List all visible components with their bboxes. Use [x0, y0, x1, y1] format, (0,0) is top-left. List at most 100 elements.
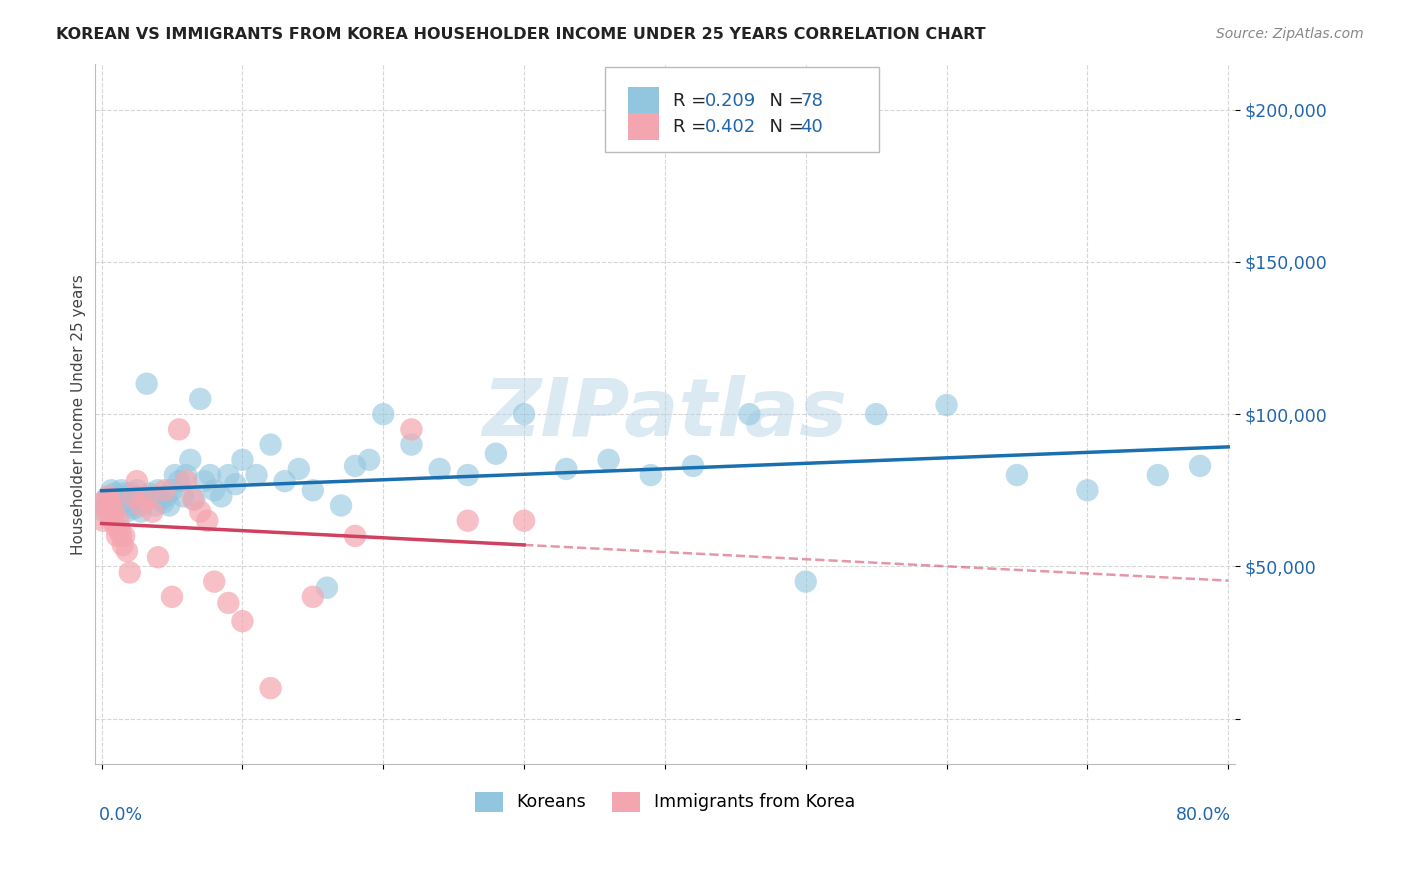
Point — [316, 581, 339, 595]
Text: R =: R = — [673, 118, 713, 136]
Point — [640, 468, 662, 483]
Point — [97, 489, 120, 503]
Point — [132, 492, 155, 507]
Point — [202, 574, 225, 589]
Point — [94, 492, 117, 507]
Point — [120, 486, 142, 500]
Point — [457, 468, 479, 483]
Point — [103, 505, 125, 519]
Point — [738, 407, 761, 421]
Point — [359, 453, 381, 467]
Point — [935, 398, 957, 412]
Point — [98, 492, 121, 507]
Point — [188, 505, 211, 519]
Point — [183, 492, 205, 507]
Point — [513, 407, 536, 421]
Point — [682, 458, 704, 473]
Point — [865, 407, 887, 421]
Point — [401, 437, 423, 451]
Point — [401, 422, 423, 436]
Point — [174, 468, 197, 483]
Point — [114, 495, 136, 509]
Point — [287, 462, 309, 476]
Point — [96, 505, 118, 519]
Point — [231, 614, 253, 628]
Point — [217, 468, 239, 483]
Point — [181, 492, 204, 507]
Point — [104, 492, 127, 507]
Point — [172, 489, 194, 503]
Point — [149, 492, 172, 507]
Point — [97, 489, 120, 503]
Point — [193, 474, 215, 488]
Point — [124, 489, 146, 503]
Point — [125, 474, 148, 488]
Point — [513, 514, 536, 528]
Point — [179, 453, 201, 467]
Y-axis label: Householder Income Under 25 years: Householder Income Under 25 years — [72, 274, 86, 555]
Text: 0.402: 0.402 — [704, 118, 755, 136]
Point — [160, 590, 183, 604]
Point — [115, 544, 138, 558]
Point — [118, 566, 141, 580]
Point — [259, 437, 281, 451]
Point — [174, 474, 197, 488]
Point — [302, 483, 325, 498]
Point — [101, 501, 124, 516]
Point — [94, 492, 117, 507]
Point — [141, 505, 163, 519]
Point — [110, 529, 132, 543]
Point — [108, 495, 131, 509]
Point — [135, 376, 157, 391]
Point — [93, 499, 115, 513]
Point — [104, 520, 127, 534]
Point — [167, 474, 190, 488]
Point — [146, 483, 169, 498]
Point — [143, 499, 166, 513]
Point — [555, 462, 578, 476]
Point — [157, 499, 180, 513]
Text: N =: N = — [758, 92, 810, 110]
Point — [1146, 468, 1168, 483]
Point — [344, 458, 367, 473]
Point — [129, 505, 152, 519]
Point — [202, 483, 225, 498]
Point — [129, 499, 152, 513]
Point — [115, 505, 138, 519]
Text: ZIPatlas: ZIPatlas — [482, 376, 848, 453]
Point — [112, 486, 135, 500]
Point — [135, 492, 157, 507]
Point — [91, 514, 114, 528]
Point — [111, 492, 134, 507]
Point — [198, 468, 221, 483]
Point — [117, 489, 139, 503]
Point — [112, 529, 135, 543]
Point — [152, 495, 174, 509]
Point — [373, 407, 395, 421]
Point — [1076, 483, 1098, 498]
Text: 0.209: 0.209 — [704, 92, 755, 110]
Point — [1189, 458, 1212, 473]
Point — [167, 422, 190, 436]
Point — [330, 499, 353, 513]
Point — [100, 499, 122, 513]
Point — [1005, 468, 1028, 483]
Point — [457, 514, 479, 528]
Text: KOREAN VS IMMIGRANTS FROM KOREA HOUSEHOLDER INCOME UNDER 25 YEARS CORRELATION CH: KOREAN VS IMMIGRANTS FROM KOREA HOUSEHOL… — [56, 27, 986, 42]
Legend: Koreans, Immigrants from Korea: Koreans, Immigrants from Korea — [468, 785, 862, 819]
Text: Source: ZipAtlas.com: Source: ZipAtlas.com — [1216, 27, 1364, 41]
Point — [429, 462, 451, 476]
Point — [108, 523, 131, 537]
Text: N =: N = — [758, 118, 810, 136]
Point — [302, 590, 325, 604]
Point — [217, 596, 239, 610]
Point — [141, 489, 163, 503]
Point — [794, 574, 817, 589]
Point — [209, 489, 232, 503]
Point — [195, 514, 218, 528]
Point — [98, 495, 121, 509]
Point — [224, 477, 246, 491]
Point — [188, 392, 211, 406]
Point — [121, 492, 143, 507]
Text: R =: R = — [673, 92, 713, 110]
